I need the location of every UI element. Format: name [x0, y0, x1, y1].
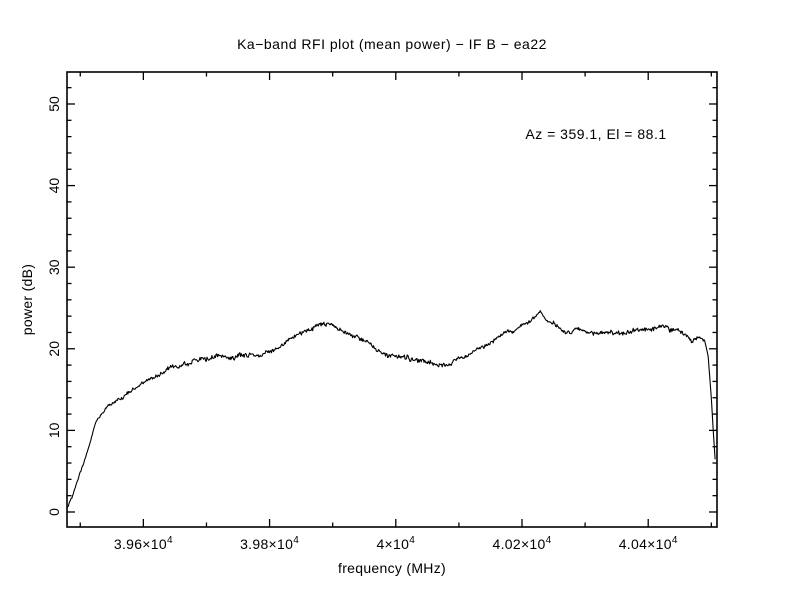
y-tick-labels: 0 10 20 30 40 50	[46, 96, 62, 516]
x-tick-label: 3.96×104	[114, 535, 173, 552]
plot-title: Ka−band RFI plot (mean power) − IF B − e…	[237, 36, 547, 52]
y-tick-label: 0	[46, 508, 62, 516]
x-tick-label: 4×104	[376, 535, 415, 552]
y-tick-label: 10	[46, 422, 62, 438]
az-el-annotation: Az = 359.1, El = 88.1	[525, 126, 666, 142]
y-axis-ticks	[67, 87, 717, 513]
y-tick-label: 40	[46, 178, 62, 194]
y-axis-label: power (dB)	[19, 264, 35, 335]
x-tick-label: 3.98×104	[240, 535, 299, 552]
x-tick-label: 4.04×104	[619, 535, 678, 552]
x-tick-label: 4.02×104	[493, 535, 552, 552]
y-tick-label: 50	[46, 96, 62, 112]
y-tick-label: 20	[46, 341, 62, 357]
x-tick-labels: 3.96×104 3.98×104 4×104 4.02×104 4.04×104	[114, 535, 678, 552]
spectrum-trace	[66, 310, 716, 509]
x-axis-ticks	[79, 72, 712, 527]
x-axis-label: frequency (MHz)	[338, 560, 446, 576]
y-tick-label: 30	[46, 259, 62, 275]
